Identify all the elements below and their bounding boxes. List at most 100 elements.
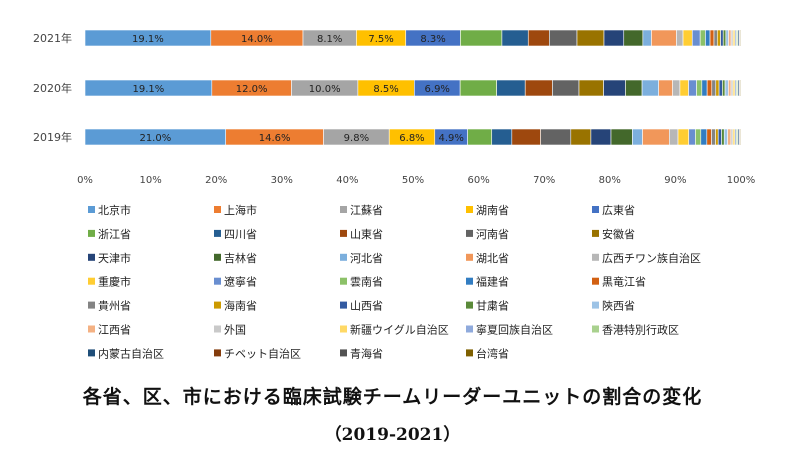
legend-swatch (340, 325, 347, 333)
bar-segment (728, 29, 732, 47)
bar-segment (460, 29, 503, 47)
bar-segment (688, 128, 696, 146)
bar-segment (721, 128, 725, 146)
legend-label: 江西省 (98, 324, 131, 337)
legend-label: 寧夏回族自治区 (476, 323, 553, 337)
legend-label: 貴州省 (98, 299, 131, 313)
y-tick-label: 2019年 (33, 130, 72, 144)
data-label: 14.0% (241, 34, 273, 45)
legend-label: 山西省 (350, 300, 383, 313)
legend-swatch (88, 301, 95, 309)
bar-segment (527, 29, 550, 47)
legend-swatch (88, 325, 95, 333)
data-label: 19.1% (133, 84, 165, 95)
data-label: 4.9% (438, 133, 463, 144)
legend-label: 広西チワン族自治区 (602, 251, 701, 265)
legend-swatch (466, 325, 473, 333)
legend-label: 安徽省 (602, 227, 635, 241)
legend-swatch (214, 253, 221, 261)
bar-segment (642, 128, 670, 146)
legend-swatch (466, 301, 473, 309)
legend-label: 外国 (224, 324, 246, 337)
legend-label: 黒竜江省 (602, 275, 646, 289)
y-axis-labels: 2021年 2020年 2019年 (33, 31, 72, 144)
legend-label: 北京市 (98, 203, 131, 217)
data-label: 8.1% (317, 34, 342, 45)
legend-label: 重慶市 (98, 275, 131, 289)
bar-segment (552, 79, 580, 97)
legend-label: 陝西省 (602, 300, 635, 313)
legend-swatch (88, 206, 95, 213)
bars-layer: 19.1% 14.0% 8.1% 7.5% 8.3% 19.1% 12.0% 10.0% 8.5… (84, 29, 742, 146)
legend-label: 浙江省 (98, 228, 131, 241)
x-tick-label: 70% (533, 175, 555, 186)
x-tick-label: 100% (727, 175, 756, 186)
bar-segment (603, 79, 626, 97)
legend-label: 福建省 (476, 275, 509, 289)
legend-swatch (88, 253, 95, 261)
legend-swatch (88, 229, 95, 237)
legend-swatch (214, 229, 221, 237)
legend-label: 雲南省 (350, 276, 383, 289)
bar-segment (695, 128, 702, 146)
legend-label: チベット自治区 (224, 346, 301, 360)
bar-segment (459, 79, 497, 97)
bar-segment (682, 29, 693, 47)
bar-segment (715, 79, 720, 97)
bar-segment (658, 79, 673, 97)
bar-segment (718, 79, 723, 97)
bar-segment (632, 128, 643, 146)
data-label: 8.3% (420, 34, 445, 45)
legend-label: 甘粛省 (476, 300, 509, 313)
chart-caption-title: 各省、区、市における臨床試験チームリーダーユニットの割合の変化 (82, 386, 703, 408)
y-tick-label: 2020年 (33, 81, 72, 95)
bar-segment (570, 128, 592, 146)
legend-swatch (340, 206, 347, 213)
legend-swatch (88, 277, 95, 285)
legend-label: 広東省 (602, 204, 635, 217)
bar-segment (491, 128, 513, 146)
legend-swatch (592, 253, 599, 261)
bar-segment (730, 128, 734, 146)
legend-swatch (592, 277, 599, 285)
data-label: 19.1% (132, 34, 164, 45)
bar-segment (691, 29, 701, 47)
bar-segment (669, 128, 679, 146)
bar-segment (540, 128, 572, 146)
legend-label: 青海省 (350, 346, 383, 360)
bar-segment (715, 128, 719, 146)
legend-label: 新疆ウイグル自治区 (350, 323, 449, 337)
bar-segment (676, 29, 684, 47)
legend-swatch (340, 301, 347, 309)
bar-segment (713, 29, 718, 47)
bar-segment (720, 29, 724, 47)
x-tick-label: 50% (402, 175, 424, 186)
bar-segment (740, 79, 742, 97)
bar-segment (651, 29, 677, 47)
bar-segment (722, 79, 726, 97)
bar-segment (709, 29, 715, 47)
legend-swatch (214, 206, 221, 213)
bar-segment (677, 128, 690, 146)
bar-segment (717, 128, 722, 146)
bar-segment (740, 128, 742, 146)
bar-segment (688, 79, 697, 97)
bar-segment (727, 128, 732, 146)
legend-label: 台湾省 (476, 346, 509, 360)
bar-segment (590, 128, 612, 146)
legend-label: 吉林省 (224, 251, 257, 265)
bar-segment (711, 79, 717, 97)
bar-segment (724, 79, 729, 97)
bar-segment (641, 79, 659, 97)
legend-swatch (88, 349, 95, 357)
legend-swatch (592, 301, 599, 309)
bar-segment (576, 29, 605, 47)
x-tick-label: 0% (77, 175, 93, 186)
bar-segment (524, 79, 553, 97)
legend-label: 山東省 (350, 228, 383, 241)
bar-segment (711, 128, 716, 146)
legend-label: 香港特別行政区 (602, 323, 679, 337)
legend-label: 湖北省 (476, 252, 509, 265)
legend-swatch (340, 277, 347, 285)
